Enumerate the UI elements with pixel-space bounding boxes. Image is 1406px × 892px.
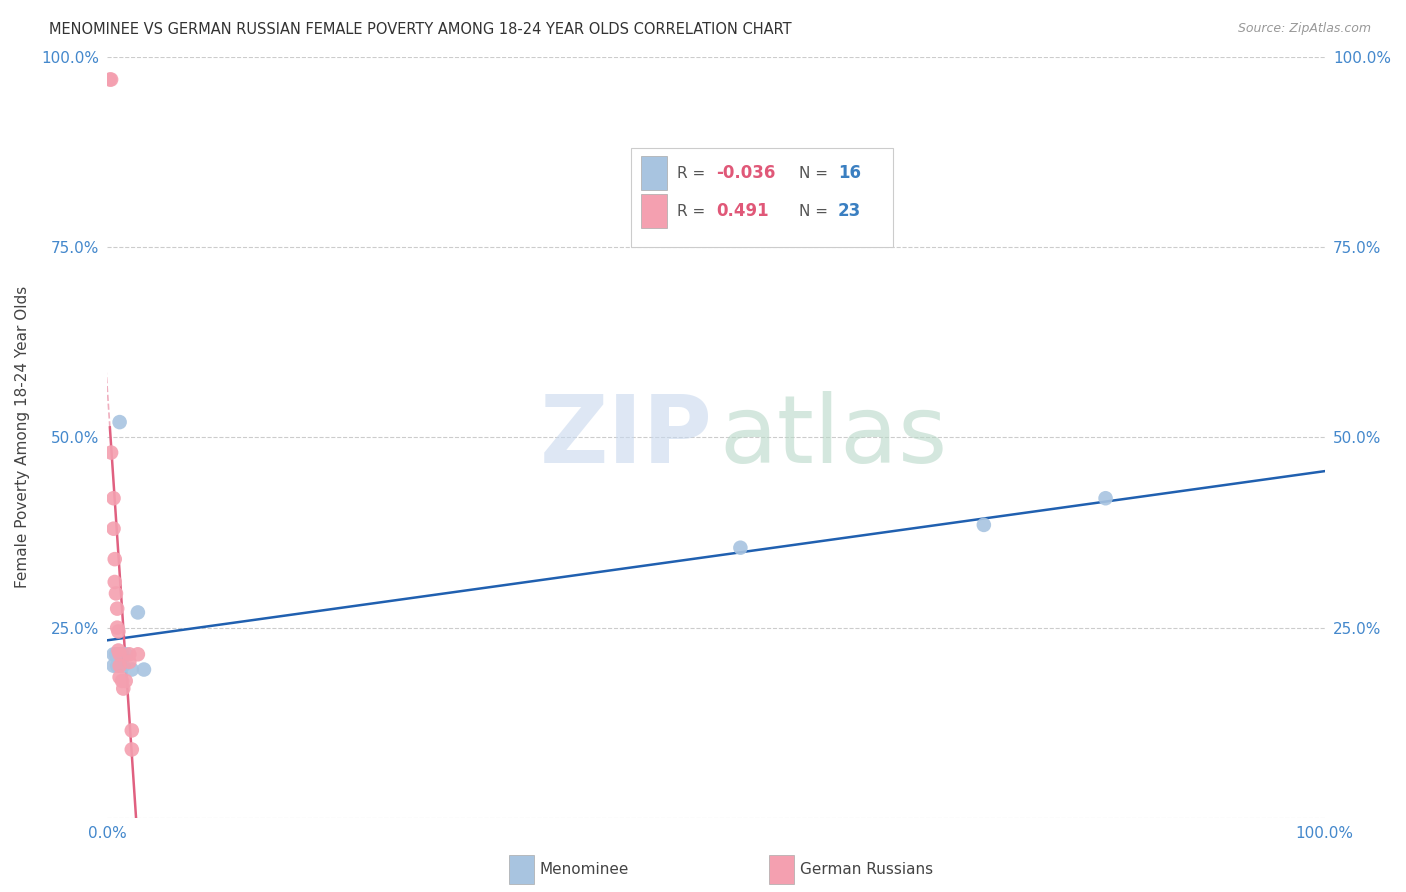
Text: Source: ZipAtlas.com: Source: ZipAtlas.com (1237, 22, 1371, 36)
Text: -0.036: -0.036 (716, 164, 776, 182)
Point (108, 648, 131, 662)
Text: atlas: atlas (720, 392, 948, 483)
Point (108, 670, 131, 684)
Point (100, 72, 122, 87)
Text: 0.491: 0.491 (716, 202, 769, 220)
Text: R =: R = (678, 203, 710, 219)
Point (103, 491, 125, 506)
Text: MENOMINEE VS GERMAN RUSSIAN FEMALE POVERTY AMONG 18-24 YEAR OLDS CORRELATION CHA: MENOMINEE VS GERMAN RUSSIAN FEMALE POVER… (49, 22, 792, 37)
Point (107, 648, 129, 662)
Text: 23: 23 (838, 202, 860, 220)
Point (111, 648, 134, 662)
Point (730, 541, 752, 555)
Point (104, 648, 127, 662)
Point (114, 648, 136, 662)
Point (118, 648, 141, 662)
Point (121, 742, 143, 756)
Point (121, 663, 143, 677)
Point (104, 586, 127, 600)
FancyBboxPatch shape (641, 194, 668, 228)
Point (98, 72, 121, 87)
Point (105, 658, 128, 673)
FancyBboxPatch shape (641, 155, 668, 190)
Point (103, 658, 125, 673)
Point (1094, 491, 1116, 506)
Text: R =: R = (678, 166, 710, 181)
Point (132, 663, 155, 677)
Point (114, 673, 136, 688)
FancyBboxPatch shape (631, 148, 893, 247)
Text: N =: N = (799, 203, 832, 219)
Point (107, 643, 129, 657)
Point (108, 415, 131, 429)
Point (973, 517, 995, 532)
Point (127, 648, 149, 662)
Point (105, 601, 128, 615)
Y-axis label: Female Poverty Among 18-24 Year Olds: Female Poverty Among 18-24 Year Olds (15, 286, 30, 589)
Point (112, 658, 135, 673)
Point (108, 648, 131, 662)
Point (107, 624, 129, 639)
Point (121, 723, 143, 738)
Text: German Russians: German Russians (800, 863, 934, 877)
Point (104, 574, 127, 589)
Point (104, 552, 127, 566)
Point (103, 648, 125, 662)
Point (100, 445, 122, 459)
Point (111, 673, 134, 688)
Text: ZIP: ZIP (540, 392, 713, 483)
Text: 16: 16 (838, 164, 860, 182)
Point (127, 606, 149, 620)
Point (108, 658, 131, 673)
Point (103, 522, 125, 536)
Text: Menominee: Menominee (540, 863, 630, 877)
Point (112, 681, 135, 696)
Text: N =: N = (799, 166, 832, 181)
Point (118, 655, 141, 669)
Point (105, 621, 128, 635)
